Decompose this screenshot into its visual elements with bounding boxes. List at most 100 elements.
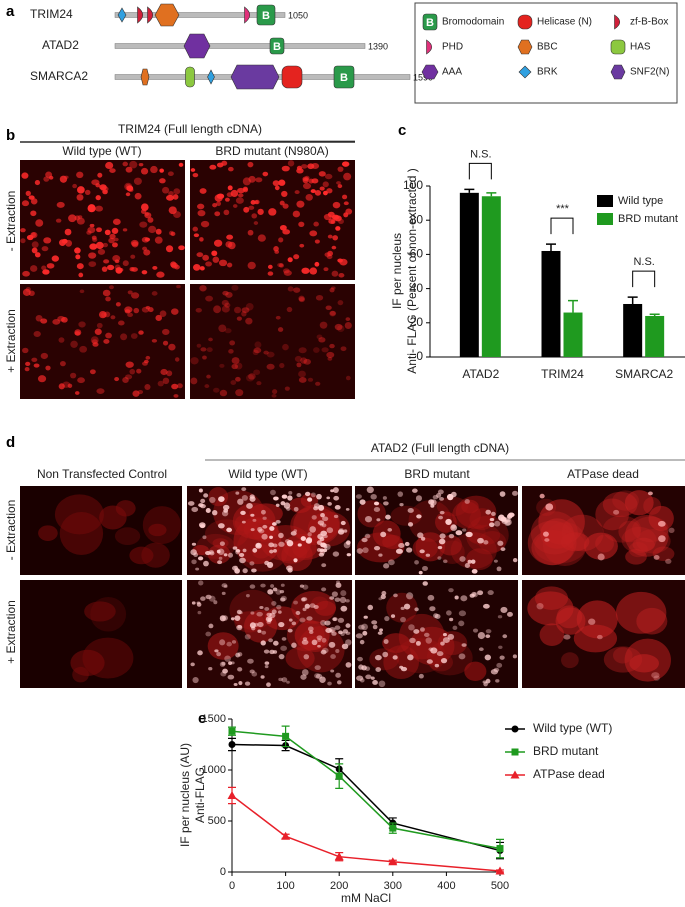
nucleus xyxy=(222,668,228,674)
nucleus xyxy=(512,654,517,659)
nucleus xyxy=(380,531,387,538)
nucleus xyxy=(200,596,206,601)
nucleus xyxy=(485,634,491,639)
nucleus xyxy=(334,323,343,331)
nucleus xyxy=(484,654,492,661)
cell xyxy=(369,648,400,671)
nucleus xyxy=(222,290,229,296)
nucleus xyxy=(264,661,270,665)
nucleus xyxy=(110,315,116,320)
nucleus xyxy=(173,394,179,398)
nucleus xyxy=(280,583,285,587)
nucleus xyxy=(327,681,332,686)
nucleus xyxy=(322,516,329,522)
nucleus xyxy=(613,509,620,515)
cell xyxy=(527,520,577,566)
nucleus xyxy=(330,654,336,659)
nucleus xyxy=(222,615,228,621)
nucleus xyxy=(92,342,99,347)
nucleus xyxy=(337,529,345,535)
legend-label: Wild type xyxy=(618,195,663,207)
legend-label: HAS xyxy=(630,42,651,53)
nucleus xyxy=(545,503,554,511)
nucleus xyxy=(299,617,306,623)
nucleus xyxy=(242,548,247,553)
nucleus xyxy=(22,288,31,296)
domain-symbol: B xyxy=(340,72,348,84)
cell xyxy=(478,531,507,553)
micrograph xyxy=(20,580,182,688)
nucleus xyxy=(333,514,339,519)
nucleus xyxy=(364,533,371,539)
nucleus xyxy=(30,265,38,272)
nucleus xyxy=(203,493,209,498)
nucleus xyxy=(346,553,352,557)
nucleus xyxy=(343,541,351,549)
nucleus xyxy=(397,491,404,497)
nucleus xyxy=(317,638,322,642)
nucleus xyxy=(472,628,479,633)
cell xyxy=(467,524,501,546)
nucleus xyxy=(356,548,363,554)
nucleus xyxy=(105,161,114,169)
nucleus xyxy=(87,226,96,234)
nucleus xyxy=(496,662,503,668)
domain xyxy=(421,64,439,80)
nucleus xyxy=(270,489,276,496)
cell xyxy=(527,591,574,626)
nucleus xyxy=(95,205,103,212)
nucleus xyxy=(61,238,68,244)
nucleus xyxy=(205,295,214,302)
nucleus xyxy=(315,381,321,386)
nucleus xyxy=(309,230,318,237)
nucleus xyxy=(653,555,660,560)
nucleus xyxy=(279,263,284,268)
nucleus xyxy=(122,260,129,267)
nucleus xyxy=(291,642,297,648)
nucleus xyxy=(235,376,241,382)
nucleus xyxy=(46,263,55,269)
nucleus xyxy=(224,655,231,662)
nucleus xyxy=(338,630,343,635)
cell xyxy=(531,529,574,566)
nucleus xyxy=(209,496,216,504)
nucleus xyxy=(322,181,329,188)
nucleus xyxy=(339,596,347,604)
nucleus xyxy=(58,337,65,343)
nucleus xyxy=(434,663,440,668)
domain xyxy=(517,39,533,55)
nucleus xyxy=(59,361,66,367)
nucleus xyxy=(334,625,341,630)
nucleus xyxy=(335,649,340,654)
y-tick-label: 100 xyxy=(403,178,423,192)
nucleus xyxy=(76,263,84,270)
legend-label: BBC xyxy=(537,42,558,53)
nucleus xyxy=(278,532,284,539)
nucleus xyxy=(173,188,181,195)
nucleus xyxy=(122,228,128,232)
legend-label: zf-B-Box xyxy=(630,17,668,28)
nucleus xyxy=(88,261,97,267)
nucleus xyxy=(212,510,218,516)
protein-backbone xyxy=(114,12,286,18)
nucleus xyxy=(229,340,236,346)
nucleus xyxy=(150,165,158,174)
micrograph xyxy=(355,486,518,575)
nucleus xyxy=(294,355,302,363)
nucleus xyxy=(383,639,389,645)
nucleus xyxy=(221,661,226,666)
nucleus xyxy=(321,637,327,643)
cell xyxy=(436,496,469,517)
nucleus xyxy=(317,520,325,526)
y-tick-label: 1500 xyxy=(202,713,226,725)
nucleus xyxy=(449,617,454,622)
nucleus xyxy=(346,540,351,545)
cell xyxy=(466,548,493,571)
marker xyxy=(227,791,237,799)
nucleus xyxy=(241,495,248,501)
nucleus xyxy=(266,351,275,358)
nucleus xyxy=(76,194,84,201)
nucleus xyxy=(195,308,202,313)
nucleus xyxy=(122,161,129,167)
nucleus xyxy=(107,264,115,271)
